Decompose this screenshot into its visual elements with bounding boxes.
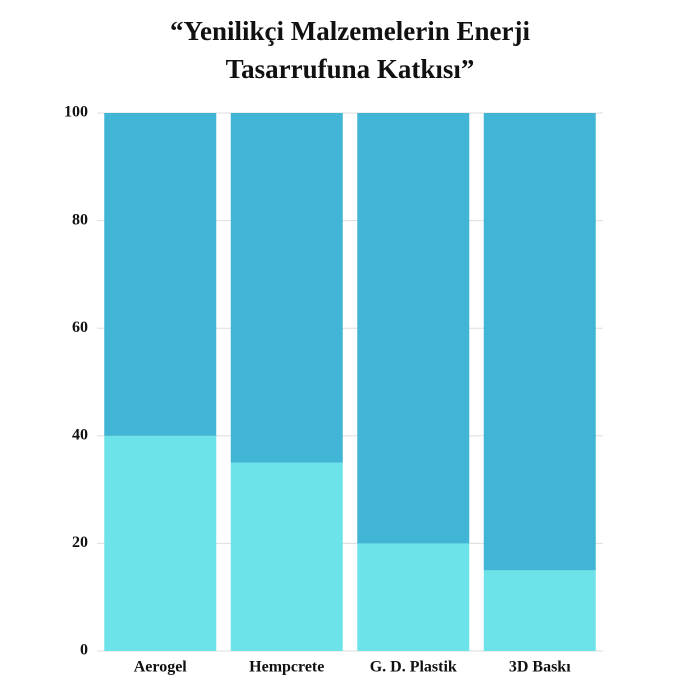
y-tick-label: 60 xyxy=(72,319,88,336)
x-tick-label: G. D. Plastik xyxy=(370,659,457,676)
bar-segment xyxy=(104,113,217,436)
y-tick-label: 80 xyxy=(72,211,88,228)
y-tick-label: 40 xyxy=(72,426,88,443)
y-tick-label: 0 xyxy=(80,642,88,659)
bar-segment xyxy=(357,543,470,651)
bar-segment xyxy=(230,462,343,651)
chart-title: “Yenilikçi Malzemelerin Enerji Tasarrufu… xyxy=(170,16,530,84)
bar-segment xyxy=(104,435,217,651)
x-tick-label: Aerogel xyxy=(134,659,188,676)
y-tick-label: 100 xyxy=(64,104,88,121)
bar-segment xyxy=(357,113,470,544)
bar-segment xyxy=(483,570,596,651)
x-tick-label: Hempcrete xyxy=(249,659,324,676)
bar-segment xyxy=(230,113,343,463)
bar-segment xyxy=(483,113,596,571)
x-tick-label: 3D Baskı xyxy=(509,659,571,676)
y-tick-label: 20 xyxy=(72,534,88,551)
